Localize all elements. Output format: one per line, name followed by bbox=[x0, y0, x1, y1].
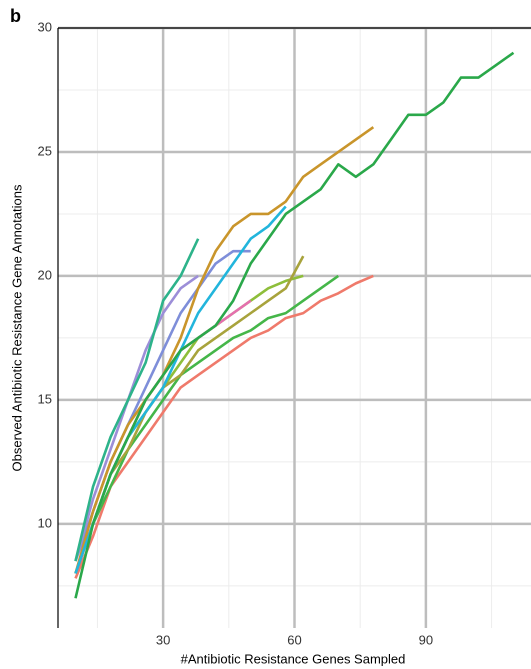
series-line bbox=[74, 274, 304, 574]
y-tick-label: 10 bbox=[38, 515, 52, 530]
x-tick-label: 90 bbox=[419, 632, 433, 647]
y-tick-label: 30 bbox=[38, 19, 52, 34]
y-axis-title: Observed Antibiotic Resistance Gene Anno… bbox=[9, 184, 24, 471]
panel-label: b bbox=[10, 6, 21, 26]
series-line bbox=[74, 255, 305, 574]
series-line bbox=[74, 238, 200, 562]
y-tick-label: 25 bbox=[38, 143, 52, 158]
y-tick-label: 15 bbox=[38, 391, 52, 406]
series-line bbox=[74, 205, 287, 574]
y-tick-label: 20 bbox=[38, 267, 52, 282]
series-line bbox=[74, 274, 340, 574]
x-axis-title: #Antibiotic Resistance Genes Sampled bbox=[181, 651, 406, 666]
series-line bbox=[74, 274, 374, 579]
x-tick-label: 60 bbox=[287, 632, 301, 647]
x-tick-label: 30 bbox=[156, 632, 170, 647]
series-line bbox=[74, 274, 199, 562]
series-line bbox=[74, 126, 375, 574]
series-line bbox=[74, 51, 515, 599]
